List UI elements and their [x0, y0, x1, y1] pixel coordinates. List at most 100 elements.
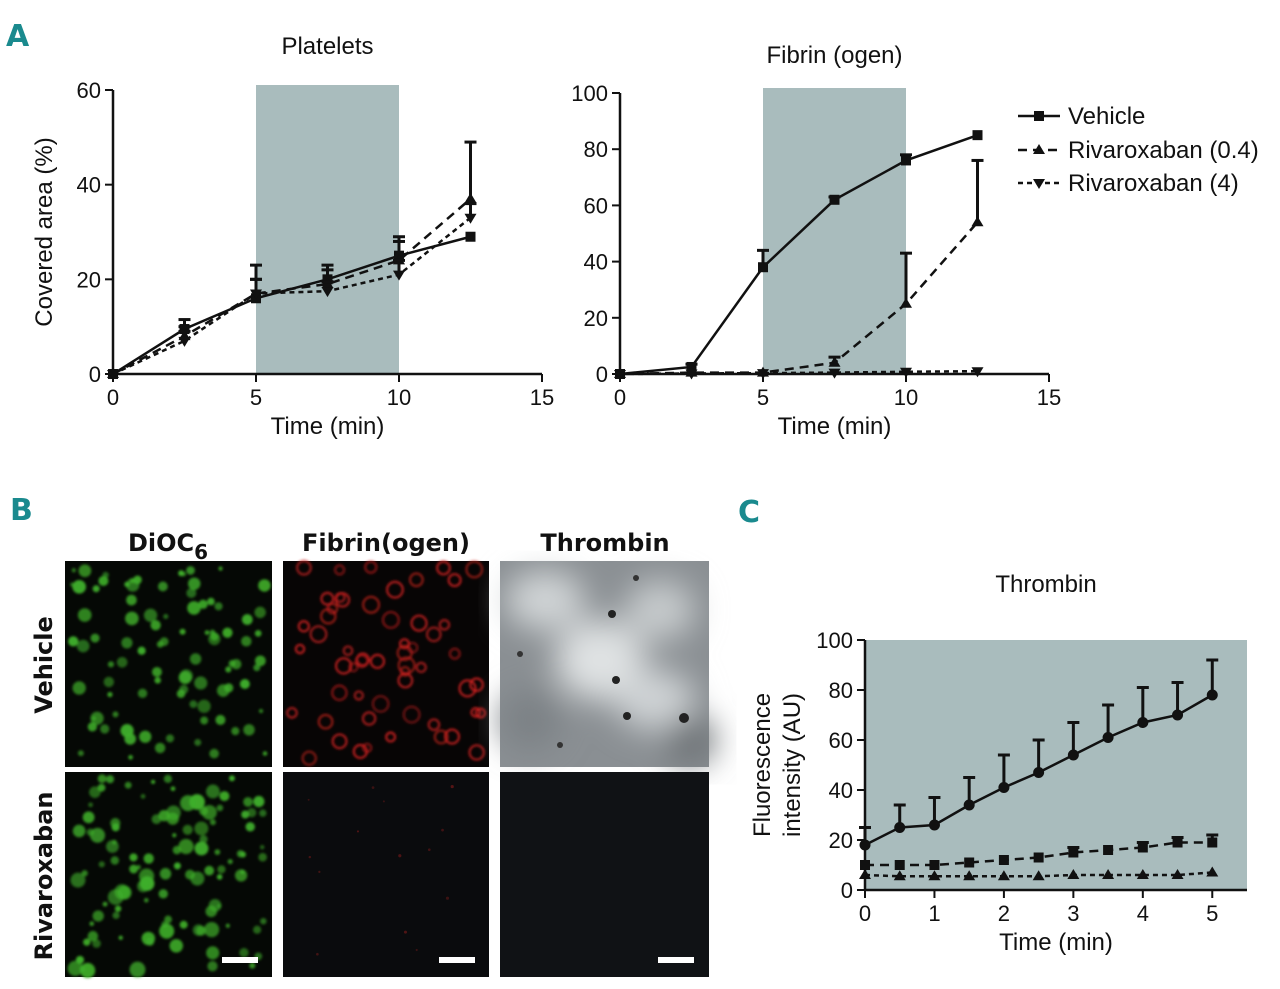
fluorescent-spot: [307, 798, 310, 801]
micrograph-vehicle-fibrinogen: [283, 559, 489, 767]
x-axis-label: Time (min): [999, 929, 1113, 956]
fluorescent-spot: [97, 774, 107, 783]
series-1: [860, 833, 1219, 870]
y-tick-label: 40: [77, 173, 101, 198]
y-tick-label: 20: [584, 306, 608, 331]
fluorescent-spot: [158, 889, 168, 899]
fluorescent-spot: [88, 802, 93, 808]
legend-entry: Vehicle: [1068, 103, 1145, 130]
fluorescent-spot: [105, 775, 115, 784]
fluorescent-spot: [194, 841, 209, 856]
fluorescent-spot: [86, 828, 95, 836]
fluorescent-spot: [178, 671, 192, 685]
fluorescent-spot: [361, 742, 373, 754]
chart-platelets: Platelets 0 5 10 15 0 20 40 60 Time (min) Covered …: [31, 33, 554, 440]
data-point: [1137, 717, 1149, 728]
fluorescent-spot: [259, 809, 267, 817]
fluorescent-spot: [403, 930, 408, 934]
data-point: [1067, 869, 1080, 879]
y-tick-label: 0: [596, 362, 608, 387]
data-point: [900, 297, 912, 308]
row-label-vehicle: Vehicle: [30, 616, 58, 714]
column-header-thrombin: Thrombin: [540, 529, 669, 557]
scale-bar: [439, 957, 475, 963]
fluorescent-spot: [143, 608, 158, 622]
y-tick-label: 80: [584, 137, 608, 162]
data-point: [758, 262, 768, 273]
fluorescent-spot: [192, 924, 205, 936]
y-tick-label: 20: [829, 828, 853, 853]
fluorescent-spot: [186, 566, 195, 575]
fluorescent-spot: [334, 592, 346, 603]
chart-fibrinogen: Fibrin (ogen) 0 5 10 15 0 20 40 60 80 100 Time (min…: [571, 42, 1061, 440]
fluorescent-spot: [190, 871, 205, 886]
chart-title: Fibrin (ogen): [766, 42, 902, 69]
x-axis-label: Time (min): [271, 413, 385, 440]
fluorescent-spot: [178, 570, 185, 577]
fluorescent-spot: [438, 619, 451, 631]
fluorescent-spot: [92, 939, 101, 948]
data-point: [997, 870, 1010, 881]
chart-title: Platelets: [281, 33, 373, 60]
fluorescent-spot: [128, 754, 133, 760]
fluorescent-spot: [163, 613, 169, 620]
fluorescent-spot: [121, 637, 133, 649]
fluorescent-spot: [194, 738, 202, 746]
fluorescent-spot: [443, 728, 461, 745]
fluorescent-spot: [179, 920, 188, 929]
fluorescent-spot: [78, 564, 92, 578]
fluorescent-spot: [72, 579, 87, 594]
fluorescent-spot: [348, 662, 359, 673]
fluorescent-spot: [398, 854, 402, 858]
fluorescent-spot: [382, 800, 385, 803]
fluorescent-spot: [103, 676, 115, 688]
fluorescent-spot: [106, 840, 119, 853]
fluorescent-spot: [254, 655, 266, 667]
fluorescent-spot: [87, 930, 99, 942]
fluorescent-spot: [67, 960, 83, 977]
data-point: [859, 869, 871, 879]
fluorescent-spot: [179, 684, 189, 694]
fluorescent-spot: [218, 566, 223, 571]
fluorescent-spot: [199, 835, 208, 844]
fluorescent-spot: [316, 952, 319, 956]
fluorescent-spot: [201, 804, 217, 820]
fluorescent-spot: [318, 870, 321, 873]
fluorescent-spot: [208, 899, 222, 912]
data-point: [1172, 709, 1184, 721]
fluorescent-spot: [415, 661, 427, 674]
data-point: [1171, 869, 1184, 879]
fluorescent-spot: [204, 922, 220, 938]
data-point: [894, 860, 905, 870]
fluorescent-spot: [308, 855, 312, 859]
fluorescent-spot: [144, 897, 149, 903]
fluorescent-spot: [170, 786, 176, 792]
fluorescent-spot: [224, 683, 234, 693]
data-point: [860, 860, 870, 870]
fluorescent-spot: [294, 643, 306, 655]
data-point: [1136, 869, 1149, 879]
fluorescent-spot: [362, 595, 381, 614]
fluorescent-spot: [433, 729, 449, 745]
fluorescent-spot: [231, 727, 240, 736]
chart-title: Thrombin: [995, 571, 1096, 598]
chart-thrombin: Thrombin 0 1 2 3 4 5 0 20 40 60 80 100 Time (min) Fluo…: [749, 571, 1247, 956]
data-point: [998, 855, 1009, 865]
data-point: [1068, 847, 1079, 858]
fluorescent-spot: [260, 917, 267, 925]
fluorescent-spot: [406, 641, 419, 654]
x-tick-label: 10: [387, 385, 411, 410]
data-point: [1207, 837, 1218, 848]
y-tick-label: 100: [571, 81, 608, 106]
fluorescent-spot: [70, 872, 86, 888]
fluorescent-spot: [320, 591, 335, 606]
fluorescent-spot: [450, 784, 454, 789]
fluorescent-spot: [172, 833, 177, 838]
fluorescent-spot: [76, 639, 90, 653]
x-tick-label: 4: [1137, 901, 1149, 926]
fluorescent-spot: [89, 786, 101, 798]
fluorescent-spot: [207, 597, 215, 606]
fluorescent-spot: [441, 828, 444, 832]
data-point: [1172, 837, 1183, 848]
data-point: [964, 857, 975, 868]
